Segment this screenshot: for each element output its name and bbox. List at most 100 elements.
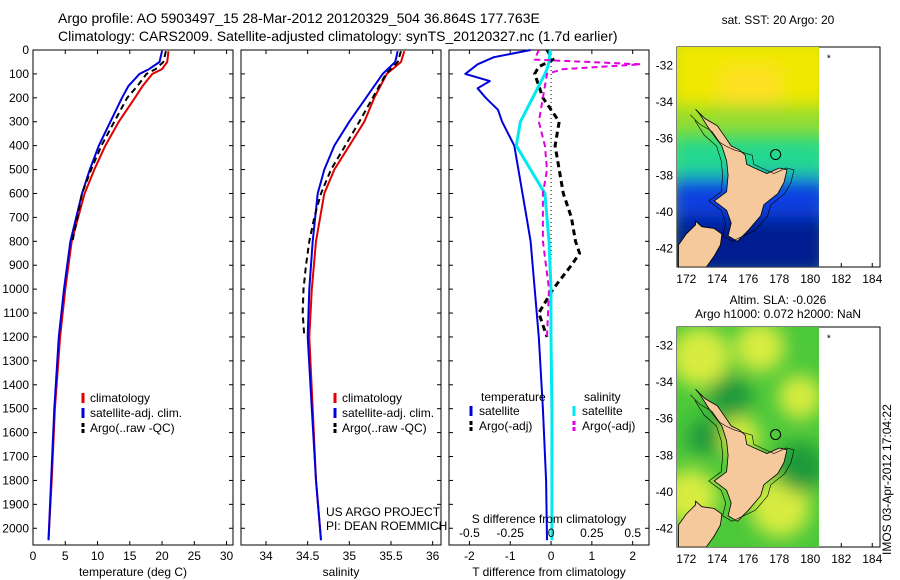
series-line-temperature-satellite [464, 49, 548, 541]
south-island-landmass [678, 500, 723, 547]
x-tick-label: 20 [155, 549, 169, 563]
map-y-tick-label: -40 [656, 205, 674, 219]
bathymetry-contour [689, 114, 795, 242]
y-tick-label: 800 [9, 234, 29, 248]
y-tick-label: 500 [9, 163, 29, 177]
x-axis-label: salinity [323, 565, 360, 579]
map-x-tick-label: 174 [707, 272, 727, 286]
map-x-tick-label: 182 [831, 272, 851, 286]
map-y-tick-label: -32 [656, 338, 674, 352]
legend-heading-temperature: temperature [481, 390, 546, 404]
y-tick-label: 1400 [2, 378, 29, 392]
x-tick-label: 35.5 [379, 549, 403, 563]
plot-frame-2 [240, 49, 442, 546]
x-tick-label: 34 [259, 549, 273, 563]
top-x-tick-label: -0.25 [497, 526, 525, 540]
map-y-tick-label: -34 [656, 375, 674, 389]
map-y-tick-label: -38 [656, 168, 674, 182]
y-tick-label: 400 [9, 139, 29, 153]
map-y-tick-label: -36 [656, 132, 674, 146]
sst-warm-patch [720, 67, 780, 107]
y-tick-label: 1900 [2, 497, 29, 511]
figure-title-line1: Argo profile: AO 5903497_15 28-Mar-2012 … [58, 10, 540, 26]
south-island-landmass [678, 220, 723, 267]
x-tick-label: 0 [30, 549, 37, 563]
argo-position-marker [770, 149, 782, 161]
map-y-tick-label: -38 [656, 448, 674, 462]
bathymetry-contour [689, 394, 795, 522]
map-star-marker: * [827, 334, 831, 345]
x-tick-label: 2 [629, 549, 636, 563]
y-tick-label: 1800 [2, 473, 29, 487]
x-axis-label: T difference from climatology [472, 565, 626, 579]
argo-position-marker [770, 429, 782, 441]
legend-label: Argo(..raw -QC) [342, 421, 427, 435]
sla-map-subtitle: Argo h1000: 0.072 h2000: NaN [695, 307, 861, 321]
map-field-4 [677, 327, 819, 547]
top-x-tick-label: -0.5 [459, 526, 480, 540]
y-tick-label: 1600 [2, 426, 29, 440]
credit-line-1: US ARGO PROJECT [326, 505, 441, 519]
map-x-tick-label: 180 [800, 552, 820, 566]
y-tick-label: 300 [9, 115, 29, 129]
x-tick-label: 1 [589, 549, 596, 563]
series-line-temperature-argo-adj- [533, 49, 582, 338]
legend-label: Argo(-adj) [479, 419, 532, 433]
legend-heading-salinity: salinity [584, 390, 621, 404]
map-y-tick-label: -42 [656, 242, 674, 256]
map-x-tick-label: 178 [769, 552, 789, 566]
legend-label: satellite [479, 404, 520, 418]
legend-label: satellite-adj. clim. [90, 406, 182, 420]
y-tick-label: 600 [9, 186, 29, 200]
legend-label: climatology [90, 391, 150, 405]
x-axis-label: temperature (deg C) [79, 565, 187, 579]
sla-high-patch [750, 477, 810, 537]
y-tick-label: 2000 [2, 521, 29, 535]
sla-low-patch [687, 419, 723, 455]
map-x-tick-label: 182 [831, 552, 851, 566]
top-x-tick-label: 0.25 [580, 526, 604, 540]
map-x-tick-label: 184 [862, 552, 882, 566]
map-y-tick-label: -36 [656, 412, 674, 426]
map-x-tick-label: 176 [738, 272, 758, 286]
plot-frame-3 [448, 49, 650, 546]
legend-label: satellite-adj. clim. [342, 406, 434, 420]
x-tick-label: 35 [343, 549, 357, 563]
map-star-marker: * [827, 54, 831, 65]
figure-title-line2: Climatology: CARS2009. Satellite-adjuste… [58, 28, 618, 44]
x-tick-label: 5 [62, 549, 69, 563]
sla-high-patch [778, 375, 819, 419]
y-tick-label: 1200 [2, 330, 29, 344]
series-line-argo-raw-qc- [71, 50, 167, 242]
series-line-satellite-adj-clim- [306, 50, 399, 541]
y-tick-label: 1700 [2, 450, 29, 464]
map-y-tick-label: -42 [656, 522, 674, 536]
map-y-tick-label: -32 [656, 58, 674, 72]
map-x-tick-label: 178 [769, 272, 789, 286]
y-tick-label: 100 [9, 67, 29, 81]
y-tick-label: 1100 [3, 306, 29, 320]
x-tick-label: -1 [505, 549, 516, 563]
legend-label: climatology [342, 391, 402, 405]
top-x-tick-label: 0.5 [624, 526, 641, 540]
map-x-tick-label: 176 [738, 552, 758, 566]
x-tick-label: 10 [91, 549, 105, 563]
y-tick-label: 200 [9, 91, 29, 105]
map-panels [677, 47, 819, 547]
map-x-tick-label: 172 [676, 272, 696, 286]
x-tick-label: 30 [220, 549, 234, 563]
profile-lines [47, 49, 642, 541]
plot-frame-1 [32, 49, 234, 546]
x-tick-label: 36 [426, 549, 440, 563]
y-tick-label: 700 [9, 210, 29, 224]
map-x-tick-label: 180 [800, 272, 820, 286]
y-tick-label: 1500 [2, 402, 29, 416]
y-tick-label: 1000 [2, 282, 29, 296]
y-tick-label: 900 [9, 258, 29, 272]
top-x-axis-label: S difference from climatology [472, 512, 627, 526]
legend-label: Argo(..raw -QC) [90, 421, 175, 435]
sla-high-patch [735, 327, 785, 372]
